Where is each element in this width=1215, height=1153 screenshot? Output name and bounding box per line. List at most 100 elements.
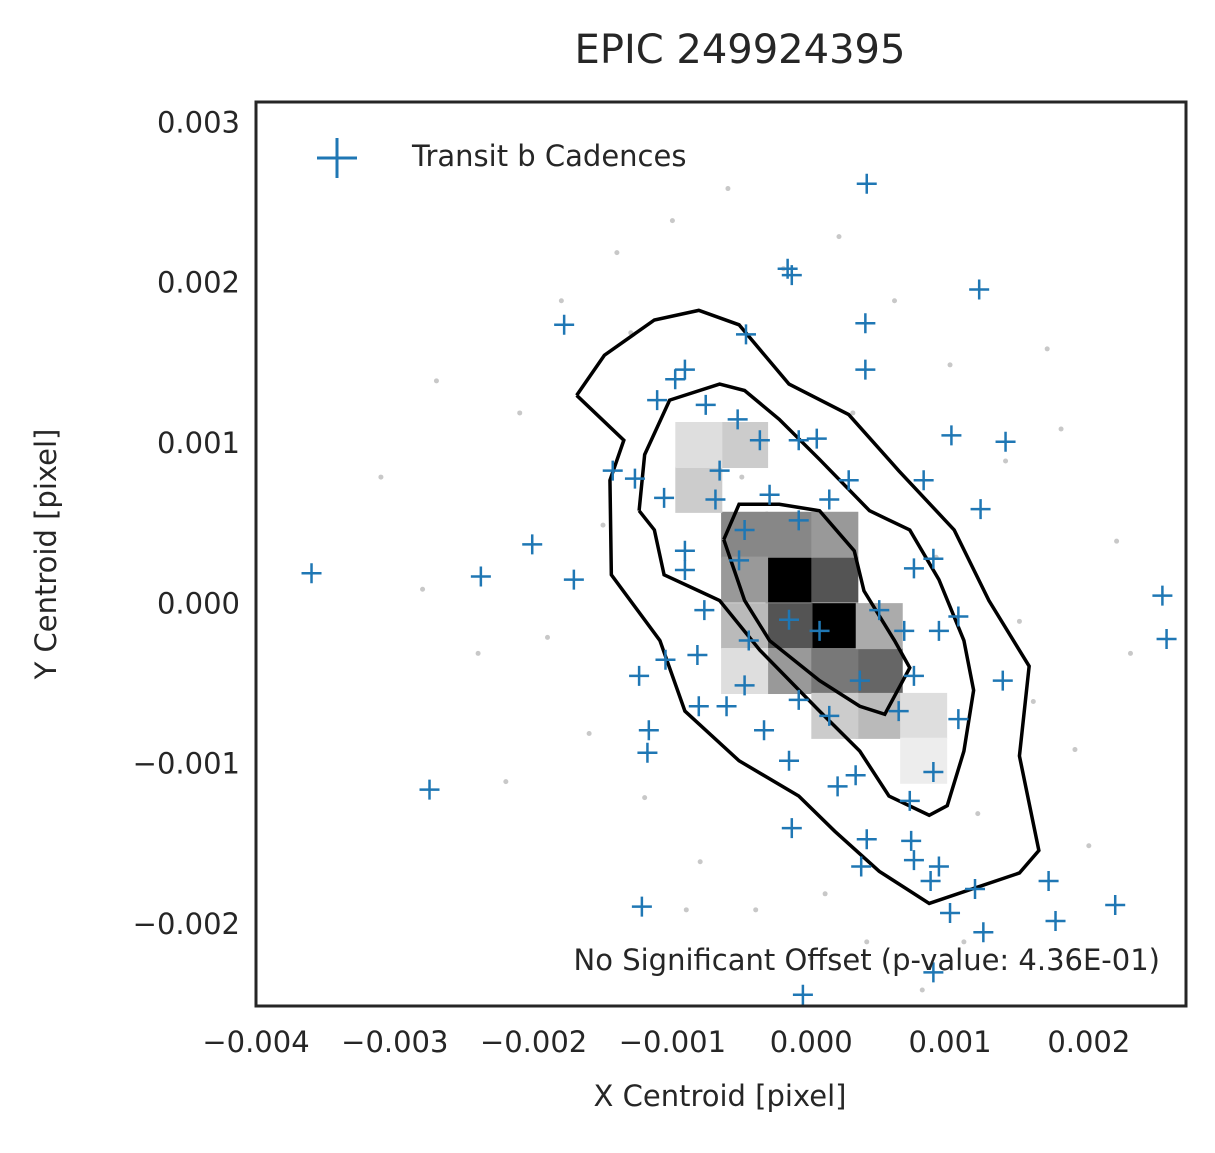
plot-area bbox=[301, 173, 1177, 1005]
transit-point bbox=[637, 742, 658, 763]
transit-point bbox=[781, 265, 802, 286]
background-point bbox=[614, 250, 620, 256]
transit-point bbox=[941, 425, 962, 446]
background-point bbox=[1003, 458, 1009, 464]
density-cell bbox=[900, 737, 948, 784]
transit-point bbox=[948, 709, 969, 730]
transit-point bbox=[734, 519, 755, 540]
y-axis-label: Y Centroid [pixel] bbox=[29, 429, 63, 681]
background-point bbox=[808, 955, 814, 961]
density-cell bbox=[721, 556, 769, 603]
transit-point bbox=[855, 359, 876, 380]
chart-title: EPIC 249924395 bbox=[575, 27, 906, 73]
x-tick-label: −0.001 bbox=[619, 1025, 726, 1059]
background-point bbox=[433, 378, 439, 384]
transit-point bbox=[969, 279, 990, 300]
transit-point bbox=[948, 606, 969, 627]
background-point bbox=[836, 234, 842, 240]
background-point bbox=[1016, 618, 1022, 624]
transit-point bbox=[838, 470, 859, 491]
transit-point bbox=[1156, 628, 1177, 649]
transit-point bbox=[903, 850, 924, 871]
background-point bbox=[697, 859, 703, 865]
background-point bbox=[683, 907, 689, 913]
density-cell bbox=[811, 648, 859, 695]
background-point bbox=[1058, 426, 1064, 432]
background-point bbox=[919, 987, 925, 993]
transit-point bbox=[716, 696, 737, 717]
background-point bbox=[586, 731, 592, 737]
background-point bbox=[753, 907, 759, 913]
transit-point bbox=[563, 569, 584, 590]
transit-point bbox=[856, 173, 877, 194]
transit-point bbox=[899, 790, 920, 811]
transit-point bbox=[654, 487, 675, 508]
density-cell bbox=[765, 556, 813, 603]
transit-point bbox=[923, 548, 944, 569]
density-cell bbox=[675, 422, 723, 469]
density-cell bbox=[855, 692, 903, 739]
contour bbox=[722, 502, 912, 717]
x-tick-label: 0.001 bbox=[909, 1025, 992, 1059]
transit-point bbox=[470, 566, 491, 587]
transit-point bbox=[674, 560, 695, 581]
density-cell bbox=[900, 692, 948, 739]
transit-point bbox=[992, 670, 1013, 691]
transit-point bbox=[940, 903, 961, 924]
transit-point bbox=[788, 510, 809, 531]
transit-point bbox=[631, 896, 652, 917]
legend-label: Transit b Cadences bbox=[411, 139, 686, 173]
transit-point bbox=[792, 984, 813, 1005]
background-point bbox=[544, 634, 550, 640]
transit-point bbox=[920, 870, 941, 891]
transit-point bbox=[638, 720, 659, 741]
transit-point bbox=[851, 856, 872, 877]
background-point bbox=[503, 779, 509, 785]
transit-point bbox=[647, 390, 668, 411]
transit-point bbox=[913, 470, 934, 491]
transit-point bbox=[1152, 585, 1173, 606]
background-point bbox=[725, 186, 731, 192]
transit-point bbox=[522, 534, 543, 555]
transit-point bbox=[779, 750, 800, 771]
density-cell bbox=[811, 556, 859, 603]
background-point bbox=[642, 795, 648, 801]
transit-point bbox=[759, 484, 780, 505]
background-point bbox=[975, 811, 981, 817]
transit-point bbox=[781, 818, 802, 839]
transit-point bbox=[965, 878, 986, 899]
background-point bbox=[517, 410, 523, 416]
transit-point bbox=[894, 620, 915, 641]
frame bbox=[254, 100, 1188, 1008]
transit-point bbox=[749, 430, 770, 451]
transit-point bbox=[687, 644, 708, 665]
transit-point bbox=[688, 696, 709, 717]
y-tick-label: 0.000 bbox=[157, 586, 240, 620]
transit-point bbox=[855, 313, 876, 334]
background-point bbox=[1072, 747, 1078, 753]
transit-point bbox=[779, 609, 800, 630]
transit-point bbox=[973, 922, 994, 943]
annotation: No Significant Offset (p-value: 4.36E-01… bbox=[574, 943, 1160, 977]
transit-point bbox=[903, 558, 924, 579]
transit-point bbox=[738, 630, 759, 651]
transit-point bbox=[734, 675, 755, 696]
transit-point bbox=[856, 829, 877, 850]
background-point bbox=[739, 474, 745, 480]
background-point bbox=[961, 939, 967, 945]
background-point bbox=[947, 362, 953, 368]
transit-point bbox=[554, 314, 575, 335]
transit-point bbox=[901, 830, 922, 851]
background-point bbox=[892, 298, 898, 304]
transit-point bbox=[928, 856, 949, 877]
transit-point bbox=[869, 600, 890, 621]
transit-point bbox=[419, 779, 440, 800]
y-tick-label: −0.002 bbox=[133, 907, 240, 941]
transit-point bbox=[788, 430, 809, 451]
transit-point bbox=[827, 776, 848, 797]
background-point bbox=[600, 522, 606, 528]
background-point bbox=[1086, 843, 1092, 849]
transit-point bbox=[665, 369, 686, 390]
background-point bbox=[420, 586, 426, 592]
